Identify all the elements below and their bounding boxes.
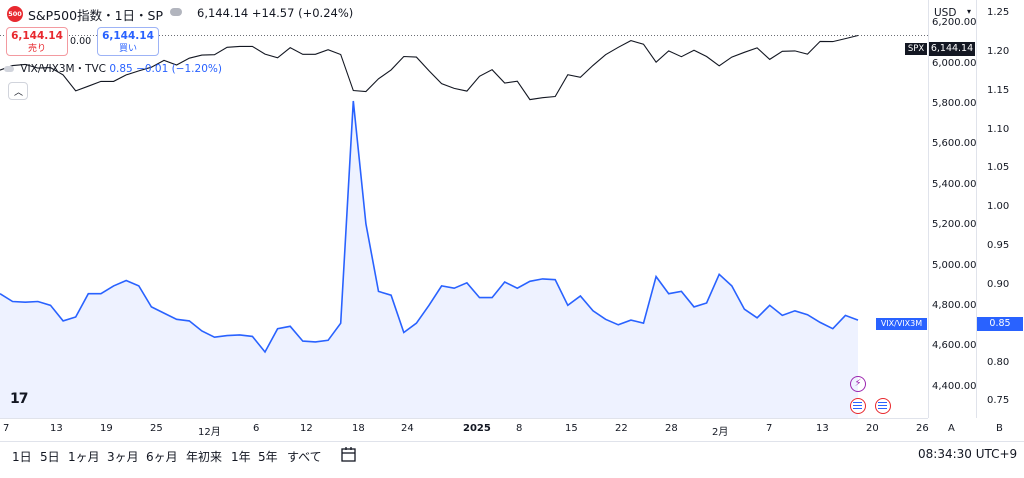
spx-price-label: 6,144.14	[929, 42, 975, 56]
ratio-tick: 0.90	[987, 278, 1010, 290]
price-info: 6,144.14 +14.57 (+0.24%)	[197, 6, 353, 20]
ratio-tick: 1.15	[987, 84, 1010, 96]
time-tick: 2月	[712, 427, 729, 438]
lightning-icon[interactable]: ⚡	[850, 376, 866, 392]
vix-area-fill	[0, 101, 858, 418]
buy-button[interactable]: 6,144.14 買い	[97, 27, 159, 56]
range-button[interactable]: 5日	[40, 450, 60, 464]
chevron-down-icon: ▾	[967, 7, 972, 16]
clock-timezone[interactable]: 08:34:30 UTC+9	[918, 447, 1018, 461]
sell-price: 6,144.14	[11, 30, 63, 42]
symbol-title[interactable]: S&P500指数・1日・SP	[28, 8, 164, 23]
vix-legend[interactable]: VIX/VIX3M・TVC 0.85 −0.01 (−1.20%)	[4, 61, 222, 76]
ratio-tick: 1.00	[987, 201, 1010, 213]
range-button[interactable]: すべて	[287, 450, 322, 464]
vix-legend-name: VIX/VIX3M・TVC	[20, 63, 106, 75]
bottom-toolbar: 1日 5日 1ヶ月 3ヶ月 6ヶ月 年初来 1年 5年 すべて	[0, 441, 1024, 478]
tradingview-logo[interactable]: 17	[10, 391, 29, 407]
range-button[interactable]: 1日	[12, 450, 32, 464]
price-tick: 6,200.00	[932, 17, 977, 29]
price-tick: 5,200.00	[932, 219, 977, 231]
price-tick: 5,000.00	[932, 259, 977, 271]
ratio-tick: 0.95	[987, 240, 1010, 252]
ratio-tick: 1.10	[987, 123, 1010, 135]
currency-label: USD	[934, 7, 957, 19]
time-tick: 25	[150, 423, 163, 434]
price-tick: 4,600.00	[932, 340, 977, 352]
ratio-tick: 1.25	[987, 6, 1010, 18]
last-price: 6,144.14	[197, 6, 249, 20]
price-tick: 5,400.00	[932, 178, 977, 190]
spread-value: 0.00	[70, 36, 92, 47]
sp500-symbol-badge: 500	[7, 6, 23, 22]
range-button[interactable]: 1年	[231, 450, 251, 464]
time-tick: 8	[516, 423, 523, 434]
chevron-up-icon: ︿	[14, 88, 24, 98]
time-tick: 13	[816, 423, 829, 434]
buy-label: 買い	[118, 44, 137, 54]
sell-label: 売り	[27, 44, 46, 54]
price-axis-right[interactable]: 1.25 1.20 1.15 1.10 1.05 1.00 0.95 0.90 0.85 0.80…	[976, 0, 1024, 418]
ratio-tick: 0.75	[987, 395, 1010, 407]
time-tick: 19	[100, 423, 113, 434]
price-tick: 4,400.00	[932, 380, 977, 392]
price-tick: 5,600.00	[932, 138, 977, 150]
range-button[interactable]: 6ヶ月	[146, 450, 178, 464]
ratio-tick: 0.80	[987, 356, 1010, 368]
price-change-pct: (+0.24%)	[298, 6, 354, 20]
eye-icon[interactable]	[170, 8, 182, 16]
price-chart[interactable]	[0, 0, 928, 418]
price-change: +14.57	[251, 6, 295, 20]
price-tick: 4,800.00	[932, 299, 977, 311]
spx-series-line	[0, 34, 859, 101]
sell-button[interactable]: 6,144.14 売り	[6, 27, 68, 56]
calendar-icon[interactable]	[340, 446, 358, 464]
price-tick: 6,000.00	[932, 57, 977, 69]
us-flag-icon[interactable]	[850, 398, 866, 414]
ratio-tick: 1.20	[987, 45, 1010, 57]
time-tick: 2025	[463, 423, 491, 434]
range-button[interactable]: 5年	[258, 450, 278, 464]
buy-price: 6,144.14	[102, 30, 154, 42]
vix-price-flag: VIX/VIX3M	[876, 318, 927, 330]
time-tick: 12	[300, 423, 313, 434]
auto-scale-button[interactable]: A	[948, 423, 955, 434]
eye-icon[interactable]	[4, 66, 14, 72]
time-tick: 7	[3, 423, 10, 434]
scale-b-button[interactable]: B	[996, 423, 1003, 434]
vix-series-line	[0, 100, 859, 354]
time-tick: 22	[615, 423, 628, 434]
range-button[interactable]: 年初来	[186, 450, 223, 464]
time-tick: 12月	[198, 427, 221, 438]
range-button[interactable]: 3ヶ月	[107, 450, 139, 464]
vix-legend-value: 0.85	[109, 63, 133, 75]
time-tick: 24	[401, 423, 414, 434]
vix-legend-change-pct: (−1.20%)	[171, 63, 222, 75]
us-flag-icon[interactable]	[875, 398, 891, 414]
time-tick: 7	[766, 423, 773, 434]
price-axis-left[interactable]: 6,200.00 6,000.00 5,800.00 5,600.00 5,400.00…	[928, 0, 977, 418]
collapse-legend-button[interactable]: ︿	[8, 82, 28, 100]
time-tick: 28	[665, 423, 678, 434]
price-tick: 5,800.00	[932, 98, 977, 109]
vix-price-label: 0.85	[977, 317, 1023, 331]
time-axis[interactable]: 7 13 19 25 12月 6 12 18 24 2025 8 15 22 28 2月 7 13 20 26	[0, 418, 929, 439]
time-tick: 15	[565, 423, 578, 434]
ratio-tick: 1.05	[987, 162, 1010, 174]
spx-price-flag: SPX	[905, 43, 927, 55]
time-tick: 18	[352, 423, 365, 434]
time-tick: 26	[916, 423, 929, 434]
time-tick: 20	[866, 423, 879, 434]
vix-legend-change: −0.01	[136, 63, 169, 75]
time-tick: 13	[50, 423, 63, 434]
time-tick: 6	[253, 423, 260, 434]
currency-selector[interactable]: USD ▾	[930, 4, 976, 22]
range-button[interactable]: 1ヶ月	[68, 450, 100, 464]
